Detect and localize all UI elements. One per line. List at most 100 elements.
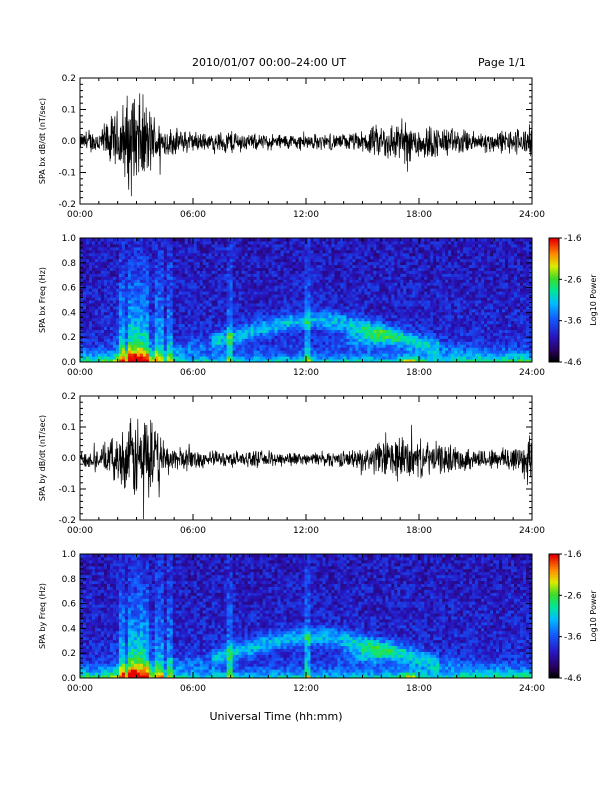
heat-cell (256, 270, 261, 274)
heat-cell (328, 273, 332, 277)
heat-cell (373, 353, 377, 357)
heat-cell (367, 344, 371, 348)
heat-cell (196, 297, 201, 301)
heat-cell (289, 353, 294, 357)
heat-cell (106, 350, 111, 354)
heat-cell (304, 302, 308, 307)
heat-cell (121, 308, 126, 313)
heat-cell (406, 326, 410, 331)
heat-cell (328, 302, 332, 307)
heat-cell (151, 347, 156, 351)
heat-cell (166, 323, 171, 328)
heat-cell (205, 353, 210, 357)
heat-cell (226, 255, 231, 260)
heat-cell (412, 282, 416, 286)
heat-cell (289, 261, 294, 266)
heat-cell (337, 267, 341, 271)
heat-cell (175, 359, 180, 363)
heat-cell (343, 249, 347, 254)
heat-cell (376, 300, 380, 304)
heat-cell (238, 270, 243, 274)
heat-cell (400, 320, 404, 325)
heat-cell (352, 252, 356, 257)
heat-cell (394, 332, 398, 336)
heat-cell (415, 238, 419, 242)
heat-cell (202, 297, 207, 301)
heat-cell (250, 359, 255, 363)
heat-cell (283, 276, 288, 280)
heat-cell (373, 335, 377, 339)
heat-cell (202, 344, 207, 348)
heat-cell (385, 320, 389, 325)
heat-cell (127, 255, 132, 260)
heat-cell (424, 261, 428, 266)
heat-cell (328, 279, 332, 283)
heat-cell (145, 332, 150, 336)
heat-cell (376, 359, 380, 363)
heat-cell (232, 246, 237, 251)
heat-cell (295, 279, 300, 283)
heat-cell (376, 308, 380, 313)
heat-cell (103, 279, 108, 283)
heat-cell (124, 341, 129, 345)
heat-cell (136, 297, 141, 301)
heat-cell (196, 291, 201, 295)
y-tick-label: 0.0 (62, 137, 77, 147)
heat-cell (253, 279, 258, 283)
heat-cell (214, 353, 219, 357)
heat-cell (205, 279, 210, 283)
heat-cell (391, 332, 395, 336)
heat-cell (268, 356, 273, 360)
heat-cell (304, 264, 308, 269)
heat-cell (421, 240, 425, 245)
heat-cell (181, 314, 186, 319)
heat-cell (250, 255, 255, 260)
heat-cell (118, 335, 123, 339)
heat-cell (250, 326, 255, 331)
heat-cell (400, 344, 404, 348)
heat-cell (166, 329, 171, 333)
heat-cell (190, 297, 195, 301)
heat-cell (313, 347, 317, 351)
heat-cell (133, 326, 138, 331)
heat-cell (268, 276, 273, 280)
heat-cell (148, 288, 153, 292)
heat-cell (394, 314, 398, 319)
heat-cell (97, 320, 102, 325)
heat-cell (154, 323, 159, 328)
heat-cell (283, 359, 288, 363)
heat-cell (124, 261, 129, 266)
heat-cell (409, 246, 413, 251)
heat-cell (103, 246, 108, 251)
heat-cell (229, 353, 234, 357)
heat-cell (241, 332, 246, 336)
heat-cell (85, 270, 90, 274)
heat-cell (304, 341, 308, 345)
heat-cell (112, 279, 117, 283)
heat-cell (322, 344, 326, 348)
heat-cell (160, 267, 165, 271)
heat-cell (382, 243, 386, 248)
heat-cell (226, 243, 231, 248)
heat-cell (355, 288, 359, 292)
heat-cell (133, 261, 138, 266)
heat-cell (163, 323, 168, 328)
heat-cell (346, 238, 350, 242)
heat-cell (250, 320, 255, 325)
heat-cell (175, 305, 180, 310)
heat-cell (106, 311, 111, 316)
heat-cell (157, 300, 162, 304)
heat-cell (424, 279, 428, 283)
heat-cell (379, 314, 383, 319)
heat-cell (352, 285, 356, 289)
heat-cell (130, 347, 135, 351)
heat-cell (121, 288, 126, 292)
heat-cell (208, 285, 213, 289)
heat-cell (187, 350, 192, 354)
heat-cell (364, 291, 368, 295)
heat-cell (277, 273, 282, 277)
heat-cell (166, 252, 171, 257)
heat-cell (169, 273, 174, 277)
heat-cell (298, 285, 303, 289)
heat-cell (193, 238, 198, 242)
